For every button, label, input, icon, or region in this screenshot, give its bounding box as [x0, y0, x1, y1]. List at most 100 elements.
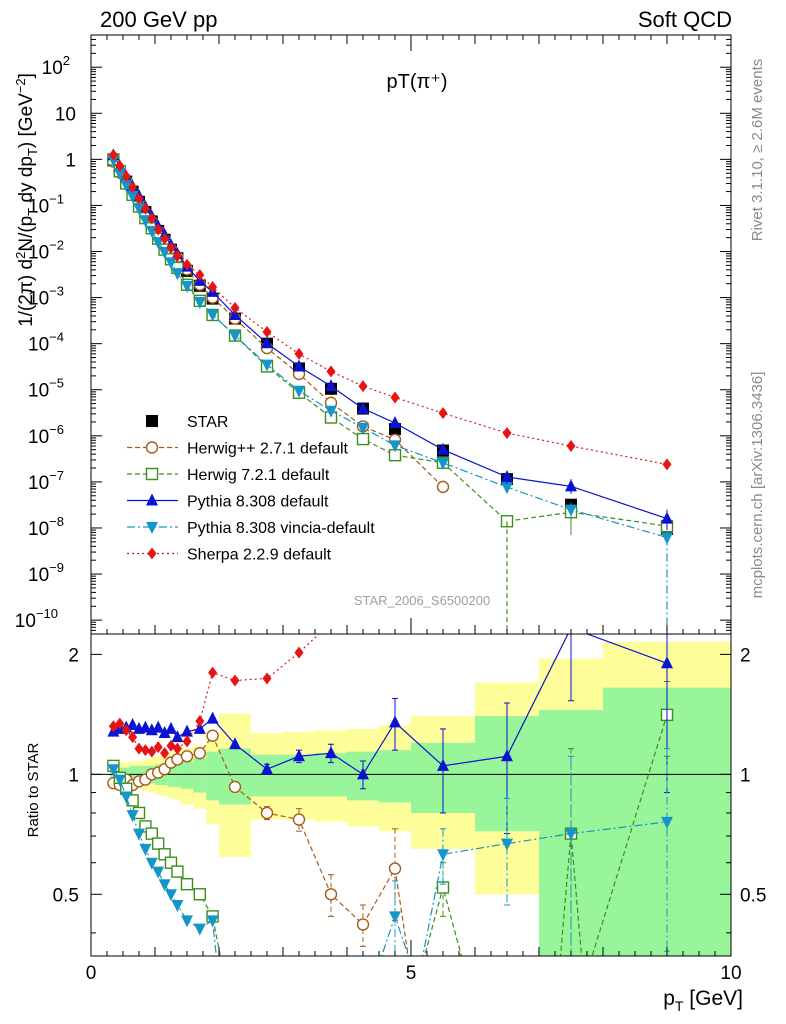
data-point	[120, 179, 133, 192]
data-point	[438, 407, 448, 420]
x-tick-label: 10	[720, 963, 741, 984]
data-point	[661, 816, 673, 829]
data-point	[437, 457, 449, 470]
data-point	[113, 774, 126, 787]
data-point	[193, 888, 207, 901]
x-axis-label: pT [GeV]	[663, 987, 743, 1014]
data-point	[120, 791, 133, 804]
legend-label: Herwig 7.2.1 default	[187, 467, 330, 484]
data-point	[152, 866, 165, 879]
mcplots-label: mcplots.cern.ch [arXiv:1306.3436]	[749, 372, 766, 599]
data-point	[230, 674, 240, 687]
data-point	[182, 735, 192, 748]
data-point	[294, 347, 304, 360]
data-point	[134, 742, 144, 755]
series-ratio-1	[107, 680, 674, 956]
data-point	[145, 827, 159, 840]
data-point	[128, 181, 138, 194]
data-point	[262, 672, 272, 685]
data-point	[358, 380, 368, 393]
data-point	[158, 725, 171, 738]
chart-title: pT(π⁺)	[386, 71, 447, 93]
y-tick-label-top: 1	[65, 150, 76, 171]
data-point	[134, 192, 144, 205]
data-point	[164, 856, 178, 869]
data-point	[389, 911, 401, 924]
data-point	[206, 915, 219, 928]
data-point	[357, 422, 369, 435]
data-point	[357, 401, 369, 414]
header-right: Soft QCD	[638, 7, 732, 32]
data-point	[153, 741, 163, 754]
data-point	[388, 862, 402, 875]
series-top-4	[107, 154, 673, 545]
data-point	[230, 301, 240, 314]
data-point	[326, 365, 336, 378]
data-point	[115, 717, 125, 730]
data-point	[193, 746, 207, 760]
data-point	[294, 646, 304, 659]
data-point	[260, 806, 274, 820]
data-point	[165, 257, 177, 270]
data-point	[390, 391, 400, 404]
data-point	[151, 837, 165, 850]
legend-marker	[146, 415, 158, 427]
data-point	[437, 442, 449, 455]
legend-label: Herwig++ 2.7.1 default	[187, 441, 349, 458]
data-point	[206, 729, 219, 742]
data-point	[133, 203, 145, 216]
data-point	[325, 379, 337, 392]
data-point	[180, 750, 194, 763]
data-point	[293, 749, 305, 762]
data-point	[356, 432, 370, 446]
data-point	[206, 711, 219, 724]
data-point	[436, 480, 450, 494]
data-point	[171, 899, 184, 912]
legend-label: Sherpa 2.2.9 default	[187, 547, 332, 564]
data-point	[293, 385, 305, 398]
data-point	[171, 865, 184, 878]
data-point	[172, 742, 182, 755]
series-line	[112, 714, 668, 956]
data-point	[126, 191, 139, 204]
uncertainty-band-inner	[206, 751, 219, 801]
legend-marker	[147, 547, 157, 560]
data-point	[113, 168, 126, 181]
data-point	[181, 915, 193, 928]
uncertainty-band-inner	[193, 757, 207, 793]
data-point	[147, 212, 157, 225]
data-point	[195, 268, 205, 281]
data-point	[107, 764, 120, 777]
data-point	[389, 440, 401, 453]
data-point	[229, 737, 241, 750]
legend-marker	[145, 441, 159, 454]
y-tick-label-top: 10−5	[28, 376, 64, 402]
data-point	[501, 838, 513, 851]
watermark: STAR_2006_S6500200	[354, 593, 490, 608]
data-point	[325, 405, 337, 418]
data-point	[126, 717, 139, 730]
rivet-version-label: Rivet 3.1.10, ≥ 2.6M events	[749, 59, 766, 242]
legend-marker	[146, 493, 158, 506]
y-tick-label-top: 10	[55, 104, 76, 125]
data-point	[133, 828, 145, 841]
data-point	[389, 415, 401, 428]
series-line	[112, 154, 668, 520]
y-tick-label-bottom-right: 0.5	[740, 885, 766, 906]
data-point	[147, 745, 157, 758]
x-tick-label: 5	[406, 963, 417, 984]
series-line	[112, 154, 668, 465]
data-point	[327, 617, 336, 629]
data-point	[160, 747, 170, 760]
y-tick-label-bottom: 0.5	[53, 885, 79, 906]
data-point	[293, 359, 305, 372]
y-tick-label-top: 10−10	[15, 606, 58, 632]
uncertainty-band-inner	[251, 754, 283, 797]
y-axis-label-bottom: Ratio to STAR	[25, 742, 42, 837]
legend-item: Herwig++ 2.7.1 default	[127, 441, 349, 458]
data-point	[165, 721, 177, 734]
data-point	[139, 720, 152, 733]
data-point	[158, 879, 171, 892]
uncertainty-band-inner	[180, 761, 194, 789]
data-point	[171, 268, 184, 281]
